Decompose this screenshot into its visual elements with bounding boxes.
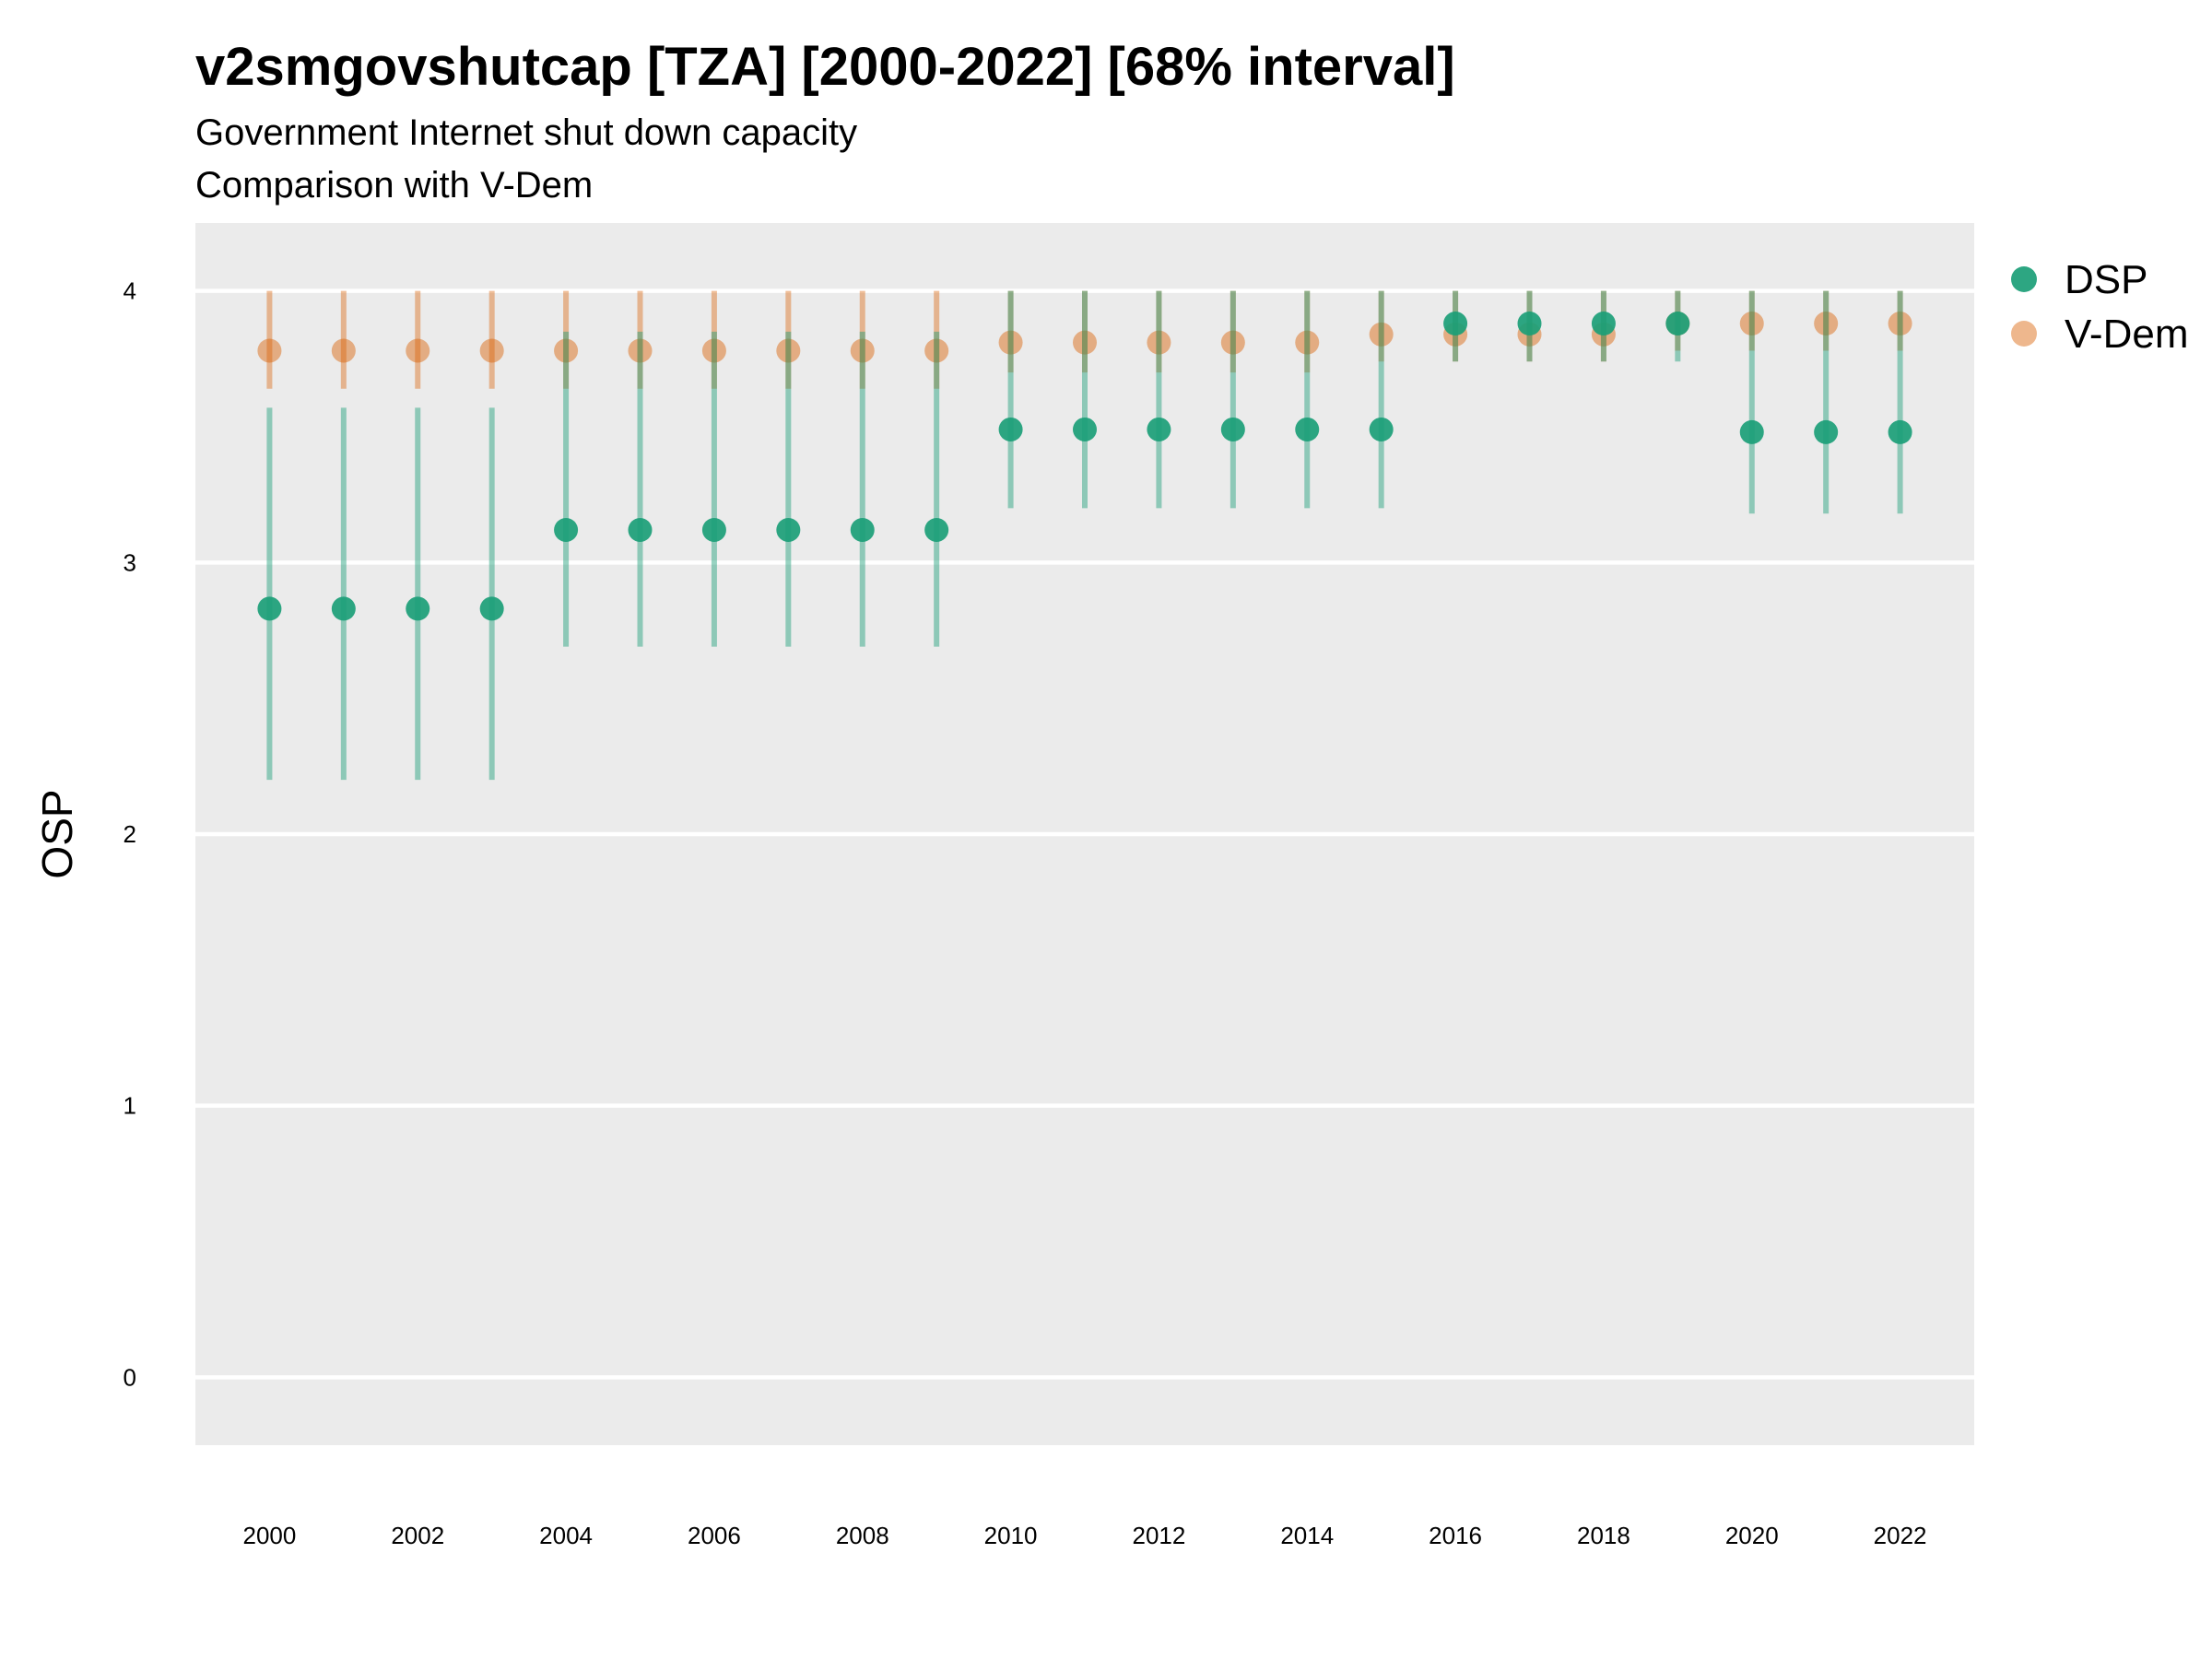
series-dsp bbox=[257, 290, 1912, 781]
x-tick-label-2014: 2014 bbox=[1280, 1522, 1334, 1549]
point-vdem-2006 bbox=[701, 338, 726, 363]
point-vdem-2010 bbox=[998, 330, 1023, 355]
point-vdem-2005 bbox=[628, 338, 653, 363]
legend-swatch-dsp bbox=[2011, 266, 2037, 292]
x-tick-label-2000: 2000 bbox=[242, 1522, 296, 1549]
point-dsp-2001 bbox=[331, 596, 356, 621]
chart-title: v2smgovshutcap [TZA] [2000-2022] [68% in… bbox=[195, 37, 1455, 97]
point-dsp-2005 bbox=[628, 517, 653, 542]
point-dsp-2000 bbox=[257, 596, 282, 621]
point-vdem-2002 bbox=[406, 338, 430, 363]
point-vdem-2004 bbox=[554, 338, 579, 363]
y-axis-title: OSP bbox=[33, 789, 81, 878]
point-vdem-2015 bbox=[1369, 322, 1394, 347]
chart-subtitle-line-1: Government Internet shut down capacity bbox=[195, 112, 857, 153]
point-dsp-2014 bbox=[1295, 417, 1320, 441]
point-dsp-2022 bbox=[1888, 419, 1912, 444]
y-tick-label-3: 3 bbox=[124, 548, 136, 576]
x-tick-label-2018: 2018 bbox=[1577, 1522, 1630, 1549]
point-dsp-2006 bbox=[701, 517, 726, 542]
point-vdem-2009 bbox=[924, 338, 949, 363]
y-tick-label-1: 1 bbox=[124, 1092, 136, 1120]
point-vdem-2000 bbox=[257, 338, 282, 363]
chart-subtitle-line-2: Comparison with V-Dem bbox=[195, 165, 593, 206]
point-vdem-2013 bbox=[1220, 330, 1245, 355]
point-dsp-2021 bbox=[1814, 419, 1839, 444]
point-dsp-2019 bbox=[1665, 312, 1690, 336]
point-vdem-2020 bbox=[1739, 312, 1764, 336]
y-tick-label-2: 2 bbox=[124, 820, 136, 848]
point-dsp-2002 bbox=[406, 596, 430, 621]
point-dsp-2016 bbox=[1443, 312, 1468, 336]
point-vdem-2012 bbox=[1147, 330, 1171, 355]
point-dsp-2018 bbox=[1591, 312, 1616, 336]
point-dsp-2007 bbox=[776, 517, 801, 542]
y-tick-label-0: 0 bbox=[124, 1363, 136, 1391]
legend: DSP V-Dem bbox=[2011, 257, 2188, 357]
point-dsp-2020 bbox=[1739, 419, 1764, 444]
y-axis-ticks: 0 1 2 3 4 bbox=[124, 277, 136, 1392]
point-dsp-2011 bbox=[1073, 417, 1097, 441]
point-dsp-2010 bbox=[998, 417, 1023, 441]
y-tick-label-4: 4 bbox=[124, 277, 136, 305]
x-tick-label-2010: 2010 bbox=[984, 1522, 1038, 1549]
gridlines bbox=[195, 288, 1974, 1380]
data-marks bbox=[257, 290, 1912, 781]
x-tick-label-2016: 2016 bbox=[1429, 1522, 1482, 1549]
point-dsp-2003 bbox=[479, 596, 504, 621]
x-tick-label-2020: 2020 bbox=[1725, 1522, 1779, 1549]
x-tick-label-2008: 2008 bbox=[836, 1522, 889, 1549]
point-vdem-2007 bbox=[776, 338, 801, 363]
legend-label-vdem: V-Dem bbox=[2065, 312, 2188, 357]
x-tick-label-2002: 2002 bbox=[391, 1522, 444, 1549]
point-dsp-2013 bbox=[1220, 417, 1245, 441]
point-dsp-2008 bbox=[850, 517, 875, 542]
point-dsp-2012 bbox=[1147, 417, 1171, 441]
point-vdem-2001 bbox=[331, 338, 356, 363]
x-axis-ticks: 2000 2002 2004 2006 2008 2010 2012 2014 2016 2018… bbox=[242, 1522, 1926, 1549]
point-vdem-2008 bbox=[850, 338, 875, 363]
x-tick-label-2012: 2012 bbox=[1132, 1522, 1185, 1549]
point-dsp-2017 bbox=[1517, 312, 1542, 336]
x-tick-label-2004: 2004 bbox=[539, 1522, 593, 1549]
point-dsp-2009 bbox=[924, 517, 949, 542]
x-tick-label-2006: 2006 bbox=[688, 1522, 741, 1549]
legend-swatch-vdem bbox=[2011, 321, 2037, 347]
point-vdem-2011 bbox=[1073, 330, 1097, 355]
point-dsp-2004 bbox=[554, 517, 579, 542]
point-dsp-2015 bbox=[1369, 417, 1394, 441]
point-vdem-2022 bbox=[1888, 312, 1912, 336]
legend-label-dsp: DSP bbox=[2065, 257, 2147, 302]
x-tick-label-2022: 2022 bbox=[1874, 1522, 1927, 1549]
point-vdem-2014 bbox=[1295, 330, 1320, 355]
point-vdem-2003 bbox=[479, 338, 504, 363]
point-vdem-2021 bbox=[1814, 312, 1839, 336]
